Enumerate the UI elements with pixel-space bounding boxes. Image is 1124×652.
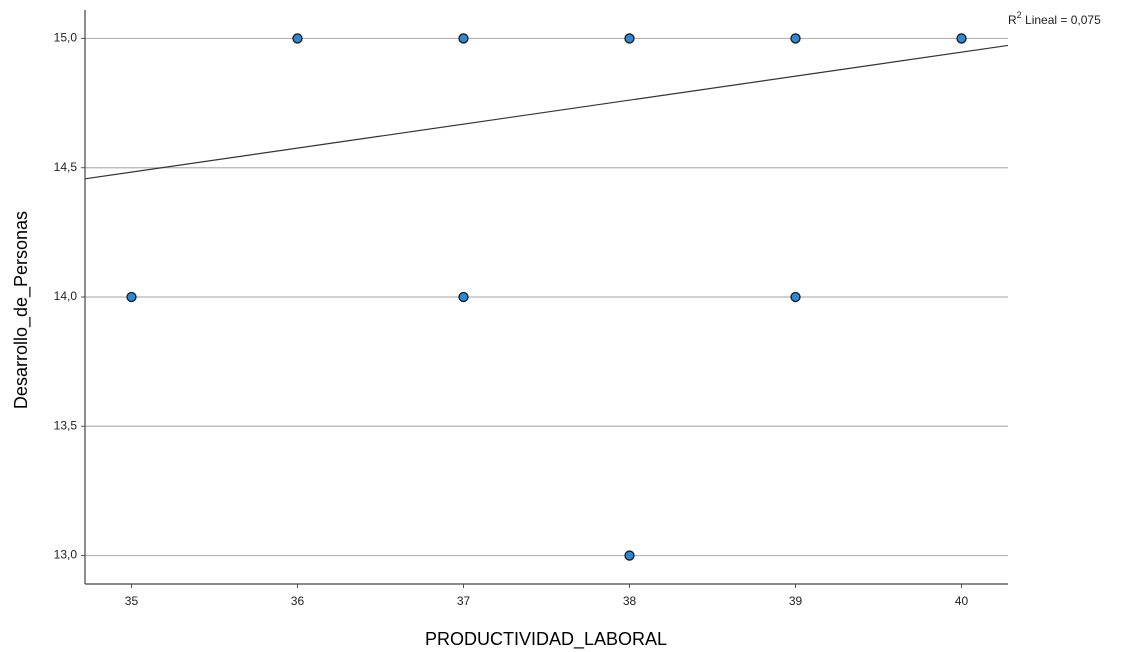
annotation-sup: 2 bbox=[1017, 10, 1022, 20]
point bbox=[956, 33, 967, 44]
y-tick-label: 13,0 bbox=[54, 548, 78, 562]
point bbox=[126, 291, 137, 303]
y-axis-title: Desarrollo_de_Personas bbox=[11, 211, 32, 409]
x-tick-label: 35 bbox=[125, 594, 139, 608]
x-axis-title: PRODUCTIVIDAD_LABORAL bbox=[425, 629, 667, 650]
point bbox=[292, 33, 303, 44]
y-tick-label: 13,5 bbox=[54, 418, 78, 432]
y-tick-label: 14,0 bbox=[54, 289, 78, 303]
fit-line bbox=[84, 44, 1009, 180]
point bbox=[790, 33, 801, 44]
x-tick-label: 38 bbox=[623, 594, 637, 608]
annotation: R2 Lineal = 0,075 bbox=[1008, 10, 1101, 27]
x-tick-label: 36 bbox=[291, 594, 305, 608]
x-tick-label: 39 bbox=[789, 594, 803, 608]
point bbox=[458, 291, 469, 303]
point bbox=[624, 550, 635, 561]
y-tick-label: 15,0 bbox=[54, 31, 78, 45]
point bbox=[624, 33, 635, 44]
point bbox=[790, 291, 801, 303]
point bbox=[458, 33, 469, 44]
x-tick-label: 37 bbox=[457, 594, 471, 608]
annotation-text: Lineal = 0,075 bbox=[1022, 13, 1101, 27]
annotation-base: R bbox=[1008, 13, 1017, 27]
y-tick-label: 14,5 bbox=[54, 160, 78, 174]
x-tick-label: 40 bbox=[955, 594, 969, 608]
